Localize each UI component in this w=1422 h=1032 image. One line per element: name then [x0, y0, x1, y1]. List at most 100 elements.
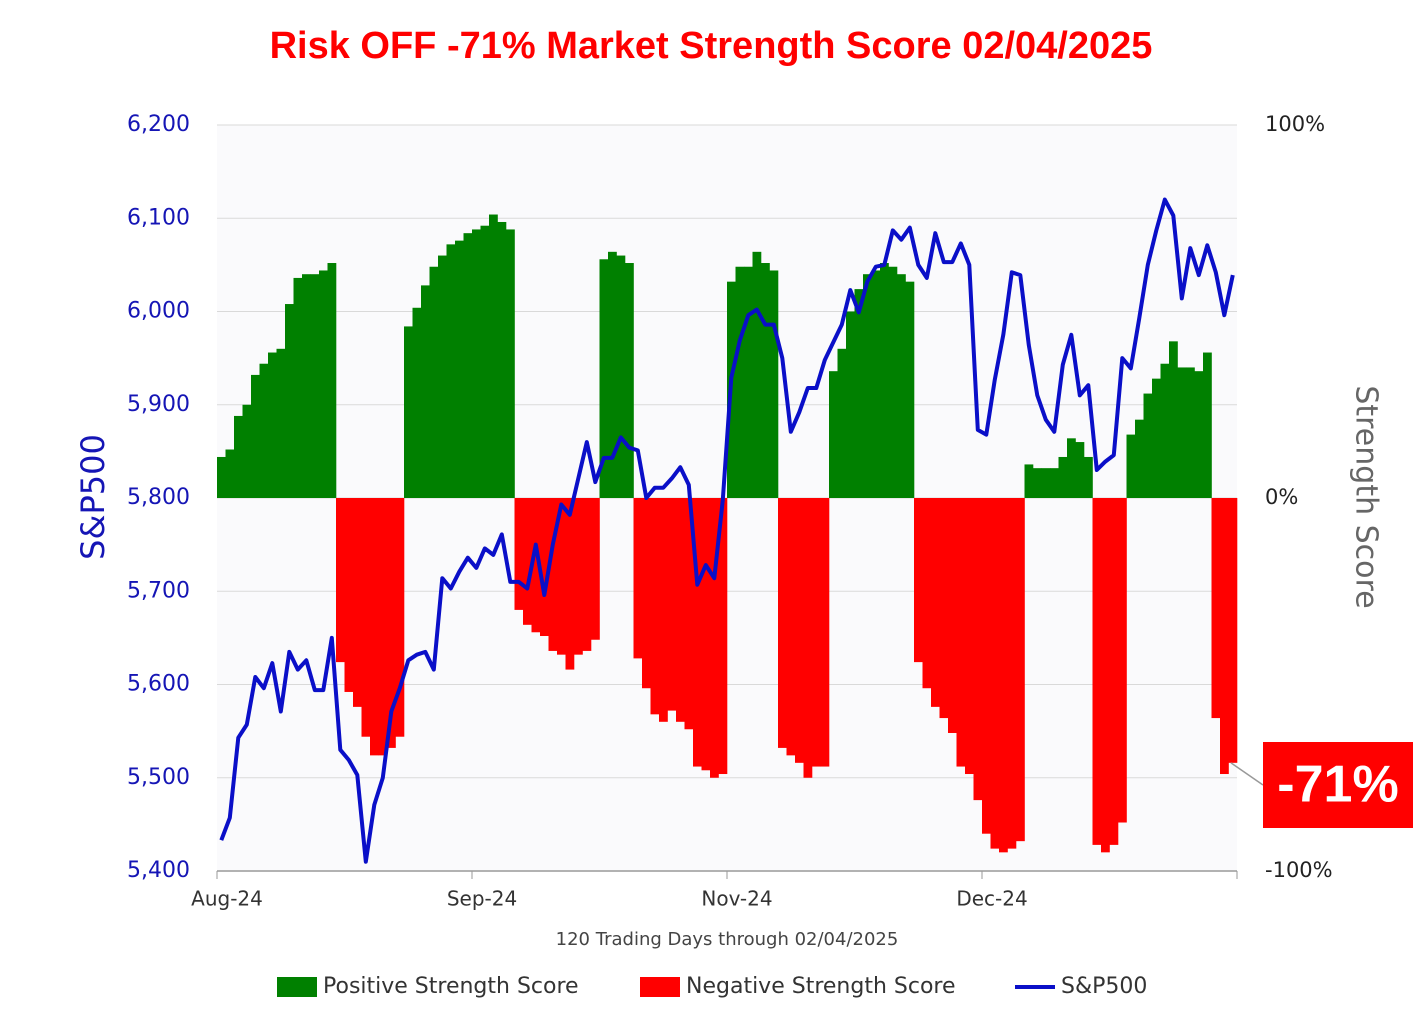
y-tick-label: 6,000 — [127, 299, 190, 324]
bar — [565, 498, 575, 670]
bar — [990, 498, 1000, 849]
bar — [1152, 378, 1161, 498]
y-tick-label: 5,400 — [127, 858, 190, 883]
bar — [616, 255, 626, 498]
y-tick-label: 5,900 — [127, 392, 190, 417]
bar — [361, 498, 371, 737]
y2-tick-label: -100% — [1265, 858, 1333, 882]
bar — [242, 404, 252, 498]
bar — [1101, 498, 1110, 853]
bar — [531, 498, 541, 633]
bar — [540, 498, 549, 637]
callout-label: -71% — [1277, 756, 1398, 814]
bar — [752, 251, 762, 498]
bar — [880, 263, 889, 498]
bar — [1067, 438, 1076, 498]
bar — [854, 289, 864, 498]
x-axis-label: 120 Trading Days through 02/04/2025 — [556, 929, 899, 950]
bar — [897, 274, 906, 498]
bar — [1220, 498, 1229, 775]
bar — [276, 348, 286, 498]
bar — [336, 498, 345, 663]
bar — [489, 214, 498, 498]
bar — [404, 326, 413, 498]
bar — [319, 270, 328, 498]
y-tick-label: 6,200 — [127, 112, 190, 137]
legend-label: Positive Strength Score — [323, 974, 579, 999]
bar — [506, 229, 515, 498]
bar — [1041, 468, 1051, 498]
bar — [948, 498, 957, 733]
bar — [251, 374, 260, 498]
bar — [395, 498, 405, 737]
bar — [1160, 363, 1170, 498]
bar — [285, 304, 294, 498]
bar — [829, 371, 838, 498]
bar — [795, 498, 804, 763]
bar — [684, 498, 694, 730]
bar — [1050, 468, 1059, 498]
bar — [812, 498, 821, 767]
bars — [217, 214, 1238, 853]
y-tick-label: 6,100 — [127, 205, 190, 230]
bar — [659, 498, 668, 722]
bar — [1033, 468, 1042, 498]
bar — [931, 498, 940, 707]
legend-swatch — [640, 977, 680, 997]
bar — [268, 352, 277, 498]
bar — [667, 498, 677, 711]
bar — [982, 498, 991, 834]
bar — [761, 263, 770, 498]
bar — [608, 251, 617, 498]
bar — [1126, 434, 1136, 498]
legend-swatch — [277, 977, 317, 997]
bar — [710, 498, 719, 778]
bar — [353, 498, 362, 707]
y-tick-label: 5,600 — [127, 672, 190, 697]
bar — [922, 498, 932, 689]
bar — [472, 229, 481, 498]
bar — [693, 498, 702, 767]
bar — [701, 498, 711, 771]
bar — [676, 498, 685, 722]
x-tick-label: Sep-24 — [447, 887, 517, 911]
chart-title: Risk OFF -71% Market Strength Score 02/0… — [270, 25, 1153, 67]
bar — [293, 277, 303, 498]
bar — [1177, 367, 1187, 498]
bar — [523, 498, 532, 625]
bar — [344, 498, 354, 692]
bar — [574, 498, 583, 655]
bar — [1143, 393, 1153, 498]
bar — [888, 266, 898, 498]
bar — [480, 225, 490, 498]
bar — [1109, 498, 1119, 845]
line — [219, 197, 1235, 864]
bar — [455, 240, 464, 498]
bar — [1075, 442, 1085, 498]
bar — [378, 498, 388, 756]
bar — [1203, 352, 1212, 498]
bar — [370, 498, 379, 756]
bar — [1084, 456, 1093, 498]
bar — [973, 498, 983, 801]
bar — [234, 415, 243, 498]
bar — [786, 498, 796, 756]
bar — [1016, 498, 1025, 842]
bar — [999, 498, 1008, 853]
bar — [438, 255, 447, 498]
bar — [429, 266, 439, 498]
bar — [225, 449, 235, 498]
y-tick-label: 5,800 — [127, 485, 190, 510]
bar — [446, 244, 456, 498]
bar — [820, 498, 830, 767]
bar — [327, 263, 337, 498]
bar — [1118, 498, 1127, 823]
bar — [905, 281, 915, 498]
bar — [421, 285, 430, 498]
bar — [302, 274, 311, 498]
callout-box — [1263, 742, 1413, 828]
bar — [837, 348, 847, 498]
bar — [217, 456, 226, 498]
bar — [642, 498, 651, 689]
